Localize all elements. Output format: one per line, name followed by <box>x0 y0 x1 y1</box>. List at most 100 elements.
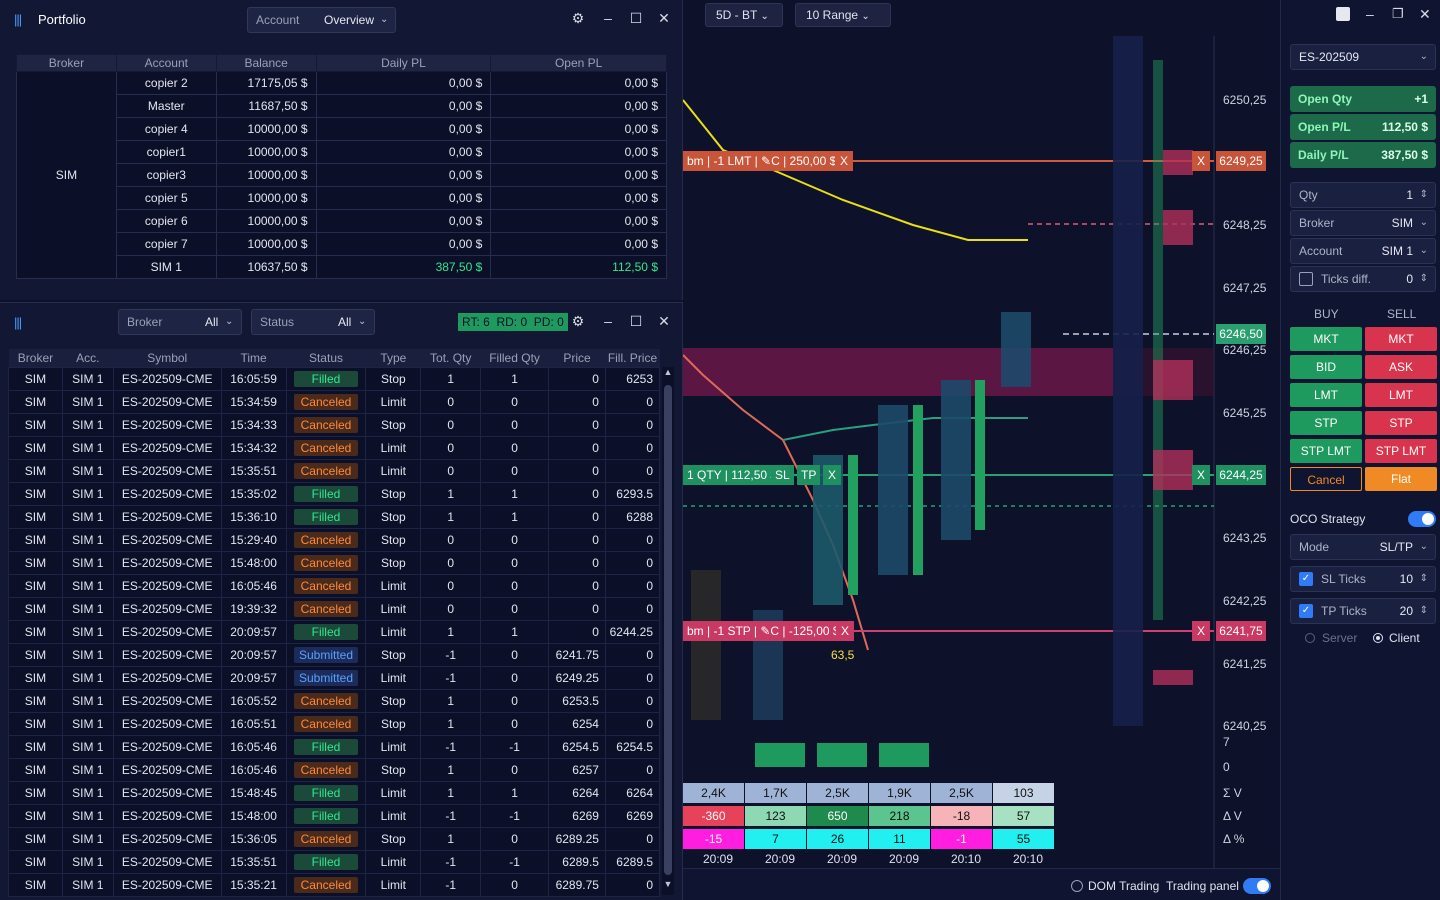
order-row[interactable]: SIM SIM 1 ES-202509-CME 15:48:45 Filled Limit… <box>8 780 661 805</box>
portfolio-row[interactable]: SIM copier 2 17175,05 $0,00 $0,00 $ <box>16 71 667 279</box>
sl-ticks-checkbox[interactable]: ✓ <box>1299 572 1313 586</box>
mode-dropdown[interactable]: Mode SL/TP ⌄ <box>1290 534 1436 560</box>
sl-cancel-button[interactable]: X <box>836 621 854 641</box>
tp-close-icon[interactable]: X <box>1192 151 1210 171</box>
maximize-icon[interactable]: ☐ <box>629 10 643 26</box>
portfolio-row[interactable]: copier 7 10000,00 $0,00 $0,00 $ <box>17 232 667 256</box>
period-dropdown[interactable]: 5D - BT ⌄ <box>705 3 783 27</box>
broker-dropdown[interactable]: Broker SIM ⌄ <box>1290 210 1436 236</box>
portfolio-row[interactable]: SIM 1 10637,50 $387,50 $112,50 $ <box>17 255 667 279</box>
order-row[interactable]: SIM SIM 1 ES-202509-CME 15:34:32 Canceled Lim… <box>8 435 661 460</box>
layout-grid-icon[interactable] <box>1336 7 1350 21</box>
portfolio-row[interactable]: copier 5 10000,00 $0,00 $0,00 $ <box>17 186 667 210</box>
portfolio-row[interactable]: copier 4 10000,00 $0,00 $0,00 $ <box>17 117 667 141</box>
order-row[interactable]: SIM SIM 1 ES-202509-CME 15:34:59 Canceled Lim… <box>8 389 661 414</box>
order-row[interactable]: SIM SIM 1 ES-202509-CME 15:36:05 Canceled Sto… <box>8 826 661 851</box>
minimize-icon[interactable]: – <box>604 10 612 26</box>
trading-panel-toggle[interactable] <box>1243 878 1271 894</box>
column-header[interactable]: Broker <box>16 54 117 72</box>
order-row[interactable]: SIM SIM 1 ES-202509-CME 15:48:00 Canceled Sto… <box>8 550 661 575</box>
stepper-arrows-icon[interactable]: ⇕ <box>1419 189 1428 200</box>
orders-scrollbar[interactable]: ▲ ▼ <box>662 367 674 895</box>
settings-gear-icon[interactable]: ⚙ <box>571 10 585 26</box>
chart-area[interactable]: 5D - BT ⌄ 10 Range ⌄ 6250,25 6248,25 624… <box>683 0 1280 900</box>
client-radio[interactable] <box>1373 633 1383 643</box>
buy-market-button[interactable]: MKT <box>1290 327 1362 351</box>
buy-bid-button[interactable]: BID <box>1290 355 1362 379</box>
column-header[interactable]: Time <box>221 349 287 367</box>
column-header[interactable]: Broker <box>8 349 63 367</box>
symbol-dropdown[interactable]: ES-202509 ⌄ <box>1290 44 1436 70</box>
dom-trading-radio[interactable] <box>1071 880 1083 892</box>
range-dropdown[interactable]: 10 Range ⌄ <box>795 3 891 27</box>
sell-market-button[interactable]: MKT <box>1365 327 1437 351</box>
close-icon[interactable]: ✕ <box>1419 6 1431 22</box>
column-header[interactable]: Type <box>365 349 421 367</box>
stepper-arrows-icon[interactable]: ⇕ <box>1419 605 1428 616</box>
column-header[interactable]: Balance <box>215 54 317 72</box>
portfolio-row[interactable]: copier1 10000,00 $0,00 $0,00 $ <box>17 140 667 164</box>
stepper-arrows-icon[interactable]: ⇕ <box>1419 573 1428 584</box>
sl-ticks-stepper[interactable]: ✓ SL Ticks 10 ⇕ <box>1290 566 1436 592</box>
server-radio[interactable] <box>1305 633 1315 643</box>
position-tp-button[interactable]: TP <box>797 465 821 485</box>
portfolio-titlebar[interactable]: ||| Portfolio Account Overview ⌄ ⚙ – ☐ ✕ <box>0 0 683 38</box>
flat-button[interactable]: Flat <box>1365 467 1437 491</box>
column-header[interactable]: Tot. Qty <box>420 349 481 367</box>
position-sl-button[interactable]: SL <box>771 465 794 485</box>
column-header[interactable]: Acc. <box>62 349 114 367</box>
order-row[interactable]: SIM SIM 1 ES-202509-CME 15:35:02 Filled Stop 1… <box>8 481 661 506</box>
column-header[interactable]: Account <box>115 54 217 72</box>
order-row[interactable]: SIM SIM 1 ES-202509-CME 15:48:00 Filled Limit… <box>8 803 661 828</box>
buy-stop-limit-button[interactable]: STP LMT <box>1290 439 1362 463</box>
ticks-diff-checkbox[interactable] <box>1299 272 1313 286</box>
order-row[interactable]: SIM SIM 1 ES-202509-CME 19:39:32 Canceled Lim… <box>8 596 661 621</box>
order-row[interactable]: SIM SIM 1 ES-202509-CME 16:05:46 Filled Limit… <box>8 734 661 759</box>
scroll-down-icon[interactable]: ▼ <box>663 879 673 889</box>
sl-order-label[interactable]: bm | -1 STP | ✎C | -125,00 $ <box>683 621 844 641</box>
order-row[interactable]: SIM SIM 1 ES-202509-CME 15:35:51 Filled Limit… <box>8 849 661 874</box>
column-header[interactable]: Open PL <box>490 54 667 72</box>
sl-close-icon[interactable]: X <box>1192 621 1210 641</box>
position-close-button[interactable]: X <box>823 465 841 485</box>
maximize-icon[interactable]: ☐ <box>629 313 643 329</box>
portfolio-row[interactable]: Master 11687,50 $0,00 $0,00 $ <box>17 94 667 118</box>
column-header[interactable]: Status <box>286 349 366 367</box>
scroll-up-icon[interactable]: ▲ <box>663 367 673 377</box>
order-row[interactable]: SIM SIM 1 ES-202509-CME 20:09:57 Submitted Li… <box>8 665 661 690</box>
minimize-icon[interactable]: – <box>1366 6 1374 22</box>
order-row[interactable]: SIM SIM 1 ES-202509-CME 16:05:51 Canceled Sto… <box>8 711 661 736</box>
tp-ticks-checkbox[interactable]: ✓ <box>1299 604 1313 618</box>
column-header[interactable]: Symbol <box>113 349 222 367</box>
buy-limit-button[interactable]: LMT <box>1290 383 1362 407</box>
portfolio-view-dropdown[interactable]: Account Overview ⌄ <box>247 7 396 33</box>
sell-limit-button[interactable]: LMT <box>1365 383 1437 407</box>
order-row[interactable]: SIM SIM 1 ES-202509-CME 16:05:46 Canceled Sto… <box>8 757 661 782</box>
order-row[interactable]: SIM SIM 1 ES-202509-CME 15:35:21 Canceled Lim… <box>8 872 661 897</box>
portfolio-row[interactable]: copier3 10000,00 $0,00 $0,00 $ <box>17 163 667 187</box>
cancel-button[interactable]: Cancel <box>1290 467 1362 491</box>
order-row[interactable]: SIM SIM 1 ES-202509-CME 15:34:33 Canceled Sto… <box>8 412 661 437</box>
account-dropdown[interactable]: Account SIM 1 ⌄ <box>1290 238 1436 264</box>
sell-stop-button[interactable]: STP <box>1365 411 1437 435</box>
status-filter-dropdown[interactable]: Status All ⌄ <box>251 309 375 335</box>
order-row[interactable]: SIM SIM 1 ES-202509-CME 16:05:46 Canceled Lim… <box>8 573 661 598</box>
tp-order-label[interactable]: bm | -1 LMT | ✎C | 250,00 $ <box>683 151 841 171</box>
column-header[interactable]: Price <box>548 349 606 367</box>
close-icon[interactable]: ✕ <box>658 10 670 26</box>
scroll-thumb[interactable] <box>664 385 672 875</box>
minimize-icon[interactable]: – <box>604 313 612 329</box>
settings-gear-icon[interactable]: ⚙ <box>571 313 585 329</box>
portfolio-row[interactable]: copier 6 10000,00 $0,00 $0,00 $ <box>17 209 667 233</box>
order-row[interactable]: SIM SIM 1 ES-202509-CME 16:05:52 Canceled Sto… <box>8 688 661 713</box>
tp-cancel-button[interactable]: X <box>835 151 853 171</box>
order-row[interactable]: SIM SIM 1 ES-202509-CME 15:36:10 Filled Stop 1… <box>8 504 661 529</box>
order-row[interactable]: SIM SIM 1 ES-202509-CME 20:09:57 Submitted St… <box>8 642 661 667</box>
oco-strategy-toggle[interactable] <box>1408 511 1436 527</box>
ticks-diff-stepper[interactable]: Ticks diff. 0 ⇕ <box>1290 266 1436 292</box>
sell-ask-button[interactable]: ASK <box>1365 355 1437 379</box>
buy-stop-button[interactable]: STP <box>1290 411 1362 435</box>
order-row[interactable]: SIM SIM 1 ES-202509-CME 15:29:40 Canceled Sto… <box>8 527 661 552</box>
column-header[interactable]: Filled Qty <box>480 349 549 367</box>
close-icon[interactable]: ✕ <box>658 313 670 329</box>
